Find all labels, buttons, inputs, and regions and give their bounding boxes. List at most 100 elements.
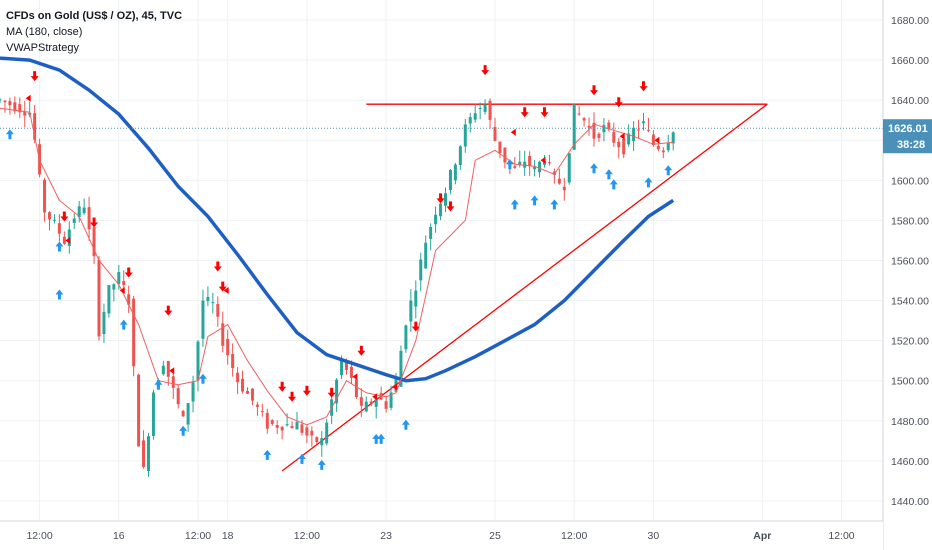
buy-arrow-icon: [590, 163, 598, 174]
candle-body: [627, 133, 631, 145]
chart-grid: [0, 0, 883, 521]
candle-body: [241, 378, 245, 392]
candle-body: [231, 353, 235, 369]
candle-body: [270, 420, 274, 424]
candle-body: [528, 155, 532, 167]
candle-body: [622, 138, 626, 155]
candle-body: [458, 146, 462, 165]
candle-body: [671, 132, 675, 144]
strategy-label[interactable]: VWAPStrategy: [6, 42, 79, 54]
x-tick-label: 12:00: [561, 530, 587, 542]
candle-body: [305, 427, 309, 436]
candle-body: [552, 171, 556, 175]
price-axis[interactable]: 1680.001660.001640.001620.001600.001580.…: [882, 0, 932, 550]
candle-body: [52, 219, 56, 221]
candle-body: [221, 323, 225, 346]
candle-body: [399, 350, 403, 387]
candle-body: [285, 424, 289, 426]
candle-body: [538, 161, 542, 173]
time-axis[interactable]: 12:00 16 12:00 18 12:00 23 25 12:00 30 Apr 12:00: [0, 520, 883, 550]
candle-body: [236, 372, 240, 383]
sell-arrow-icon: [60, 211, 69, 222]
candle-body: [493, 127, 497, 141]
entry-marker-icon: [223, 287, 229, 295]
buy-arrow-icon: [401, 419, 410, 430]
candle-body: [107, 285, 111, 314]
sell-arrow-icon: [639, 81, 648, 92]
candle-body: [582, 118, 586, 121]
price-candles: [0, 96, 675, 477]
candle-body: [255, 404, 259, 407]
y-tick-label: 1520.00: [891, 336, 929, 348]
symbol-title[interactable]: CFDs on Gold (US$ / OZ), 45, TVC: [6, 10, 183, 22]
sell-arrow-icon: [520, 107, 529, 118]
entry-marker-icon: [65, 236, 71, 244]
candle-body: [151, 392, 155, 437]
sell-arrow-icon: [124, 267, 133, 278]
buy-arrow-icon: [263, 449, 272, 460]
candle-body: [513, 166, 517, 168]
buy-arrow-icon: [550, 199, 559, 210]
buy-arrow-icon: [119, 319, 128, 330]
candle-body: [577, 113, 581, 115]
candle-body: [33, 113, 37, 140]
entry-marker-icon: [372, 393, 378, 401]
candle-body: [666, 143, 670, 151]
last-price-value: 1626.01: [888, 123, 928, 135]
candle-body: [275, 424, 279, 428]
buy-arrow-icon: [317, 459, 326, 470]
entry-marker-icon: [540, 156, 546, 164]
candle-body: [617, 141, 621, 148]
candle-body: [43, 179, 47, 213]
y-tick-label: 1600.00: [891, 175, 929, 187]
candle-body: [3, 100, 7, 103]
candle-body: [97, 259, 101, 337]
x-tick-label: 25: [489, 530, 501, 542]
buy-arrow-icon: [510, 199, 519, 210]
candle-body: [166, 360, 170, 377]
candle-body: [280, 426, 284, 431]
y-tick-label: 1660.00: [891, 55, 929, 67]
candle-body: [468, 117, 472, 124]
trendlines[interactable]: [281, 103, 768, 472]
x-tick-label: 30: [648, 530, 660, 542]
candle-body: [409, 300, 413, 322]
buy-arrow-icon: [55, 241, 64, 252]
candle-body: [453, 164, 457, 181]
x-tick-label: 18: [222, 530, 234, 542]
candle-body: [557, 178, 561, 184]
candle-body: [656, 145, 660, 150]
candle-body: [424, 242, 428, 269]
entry-marker-icon: [392, 383, 397, 391]
candle-body: [92, 227, 96, 257]
buy-arrow-icon: [505, 159, 514, 170]
candle-body: [191, 382, 195, 402]
candle-body: [651, 134, 655, 145]
entry-marker-icon: [352, 373, 358, 381]
candle-body: [132, 298, 136, 367]
candle-body: [102, 311, 106, 335]
candle-body: [186, 403, 190, 425]
bar-countdown: 38:28: [897, 139, 925, 151]
candle-body: [290, 425, 294, 429]
candle-body: [567, 153, 571, 183]
candle-body: [498, 141, 502, 153]
y-tick-label: 1580.00: [891, 215, 929, 227]
candle-body: [419, 259, 423, 281]
buy-arrow-icon: [644, 177, 653, 188]
ma-indicator-label[interactable]: MA (180, close): [6, 26, 83, 38]
candle-body: [87, 207, 91, 230]
candle-body: [0, 99, 2, 101]
candle-body: [345, 360, 348, 370]
candle-body: [137, 374, 141, 447]
candle-body: [642, 121, 645, 124]
buy-arrow-icon: [609, 179, 618, 190]
sell-arrow-icon: [327, 387, 336, 398]
candle-body: [117, 272, 121, 285]
candle-body: [226, 338, 230, 356]
candle-body: [349, 366, 353, 378]
y-tick-label: 1540.00: [891, 296, 929, 308]
candle-body: [48, 212, 51, 220]
trade-signals: [5, 65, 673, 470]
